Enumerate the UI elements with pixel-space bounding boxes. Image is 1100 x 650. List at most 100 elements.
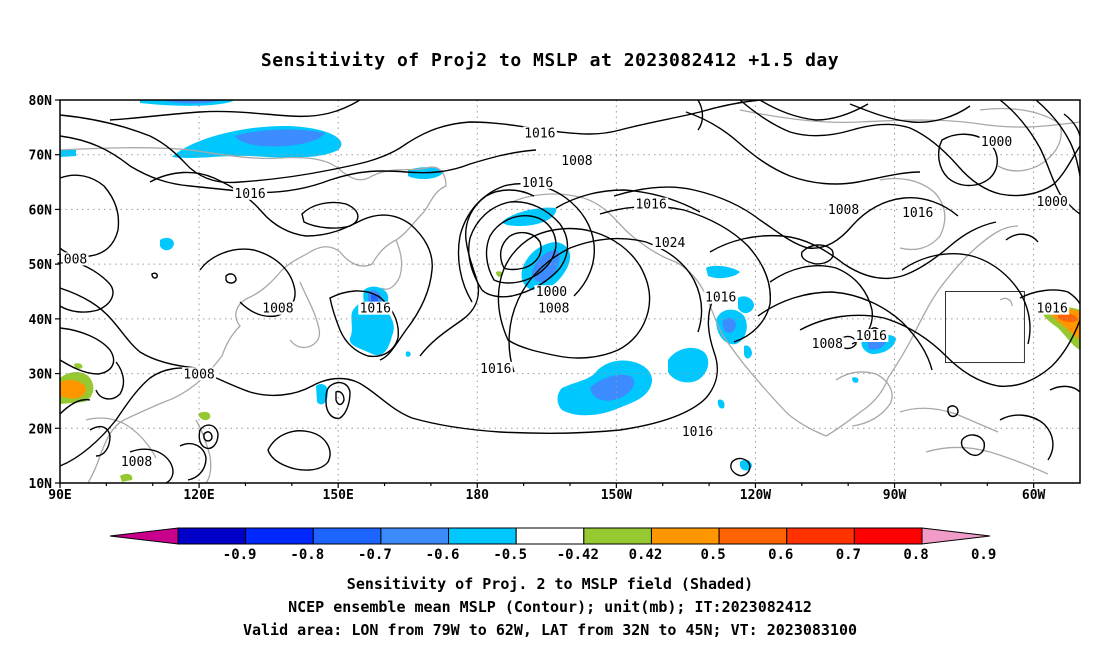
coastline-na-east xyxy=(825,225,1019,437)
longitude-labels: 90E 120E 150E 180 150W 120W 90W 60W xyxy=(48,488,1045,503)
colorbar-label: 0.8 xyxy=(903,547,928,563)
colorbar-segment xyxy=(448,527,517,545)
coastline-indonesia xyxy=(85,417,157,459)
coastline-gulf xyxy=(835,371,893,427)
contour-line xyxy=(757,291,933,371)
contour-label: 1008 xyxy=(828,203,859,218)
colorbar-label: -0.42 xyxy=(557,547,599,563)
colorbar-label: -0.8 xyxy=(290,547,324,563)
contour-label: 1008 xyxy=(812,337,843,352)
contour-label-bg xyxy=(260,301,295,315)
colorbar-segment xyxy=(583,527,652,545)
colorbar-segment xyxy=(312,527,382,545)
shade-blob xyxy=(165,100,220,104)
contour-line xyxy=(60,135,537,194)
shade-blob xyxy=(852,377,859,383)
contour-label-bg xyxy=(826,203,861,217)
contour-line xyxy=(198,424,219,450)
contour-label: 1008 xyxy=(538,302,569,317)
colorbar-label: -0.7 xyxy=(358,547,392,563)
contour-label: 1016 xyxy=(480,362,511,377)
axis-ticks xyxy=(55,99,1035,488)
shade-blob xyxy=(371,293,378,304)
contour-line xyxy=(149,171,433,361)
contour-label-bg xyxy=(119,454,154,468)
contour-line xyxy=(508,237,703,373)
caption-line-valid-area: Valid area: LON from 79W to 62W, LAT fro… xyxy=(242,621,858,639)
contour-line xyxy=(325,381,351,419)
map-title: Sensitivity of Proj2 to MSLP at 20230824… xyxy=(260,50,840,71)
shade-blob xyxy=(722,317,736,333)
contour-label: 1016 xyxy=(856,329,887,344)
contour-line xyxy=(960,434,985,456)
colorbar xyxy=(109,527,991,545)
contour-label: 1016 xyxy=(522,176,553,191)
coastline-asia-east xyxy=(281,239,397,271)
contour-line xyxy=(468,201,569,298)
colorbar-label: 0.5 xyxy=(700,547,725,563)
shade-blob xyxy=(405,351,411,357)
coastline-china xyxy=(87,269,283,483)
colorbar-segment xyxy=(853,527,923,545)
contour-labels: 1016 1016 1008 1016 1016 1024 1008 1016 1000 1000… xyxy=(54,126,1070,470)
contour-line xyxy=(685,111,921,185)
sensitivity-shading xyxy=(60,100,1080,482)
colorbar-segment xyxy=(650,527,720,545)
shade-blob xyxy=(235,129,325,147)
map-grid xyxy=(60,100,1080,483)
lon-label: 180 xyxy=(466,488,490,503)
colorbar-label: -0.6 xyxy=(426,547,460,563)
contour-line xyxy=(849,103,971,123)
contour-line xyxy=(335,390,345,406)
lon-label: 150W xyxy=(601,488,632,503)
contour-line xyxy=(129,448,174,483)
contour-line xyxy=(60,398,91,415)
contour-label-bg xyxy=(559,153,594,167)
contour-label: 1008 xyxy=(561,154,592,169)
contour-label: 1008 xyxy=(56,252,87,267)
contour-line xyxy=(499,231,542,271)
contour-label-bg xyxy=(520,175,555,189)
coastline-greenland xyxy=(979,107,1062,172)
contour-line xyxy=(301,201,359,229)
contour-label: 1008 xyxy=(121,455,152,470)
contour-line xyxy=(419,189,535,357)
contour-line xyxy=(89,425,111,457)
contour-label-bg xyxy=(854,329,889,343)
shade-blob xyxy=(120,473,133,482)
contour-label-bg xyxy=(810,337,845,351)
coastline-alaska xyxy=(511,193,677,263)
lat-label: 10N xyxy=(29,477,53,492)
contour-label: 1000 xyxy=(1037,195,1068,210)
lat-label: 70N xyxy=(29,149,53,164)
lon-label: 90W xyxy=(883,488,907,503)
contour-line xyxy=(1019,289,1080,305)
caption-line-contour: NCEP ensemble mean MSLP (Contour); unit(… xyxy=(288,598,812,616)
contour-label-bg xyxy=(536,301,571,315)
contour-label-bg xyxy=(182,367,217,381)
colorbar-label: 0.42 xyxy=(629,547,663,563)
lon-label: 90E xyxy=(48,488,71,503)
colorbar-segment xyxy=(177,527,247,545)
contour-label-bg xyxy=(703,290,738,304)
contour-line xyxy=(739,100,1080,197)
contour-label-bg xyxy=(900,205,935,219)
shade-blob xyxy=(74,363,83,369)
contour-line xyxy=(60,287,197,369)
contour-label-bg xyxy=(979,134,1014,148)
contour-line xyxy=(759,100,869,121)
colorbar-segment xyxy=(786,527,855,545)
caption-line-shading: Sensitivity of Proj. 2 to MSLP field (Sh… xyxy=(346,575,754,593)
shade-blob xyxy=(744,345,752,359)
contour-line xyxy=(901,253,1031,345)
colorbar-segment xyxy=(921,527,991,545)
contour-label: 1008 xyxy=(262,302,293,317)
contour-line xyxy=(225,273,237,284)
contour-label-bg xyxy=(478,361,513,375)
contour-label: 1016 xyxy=(682,425,713,440)
colorbar-segment xyxy=(718,527,788,545)
contour-label-bg xyxy=(1035,194,1070,208)
contour-label: 1000 xyxy=(981,135,1012,150)
contour-line xyxy=(267,430,331,471)
contour-line xyxy=(60,100,761,184)
